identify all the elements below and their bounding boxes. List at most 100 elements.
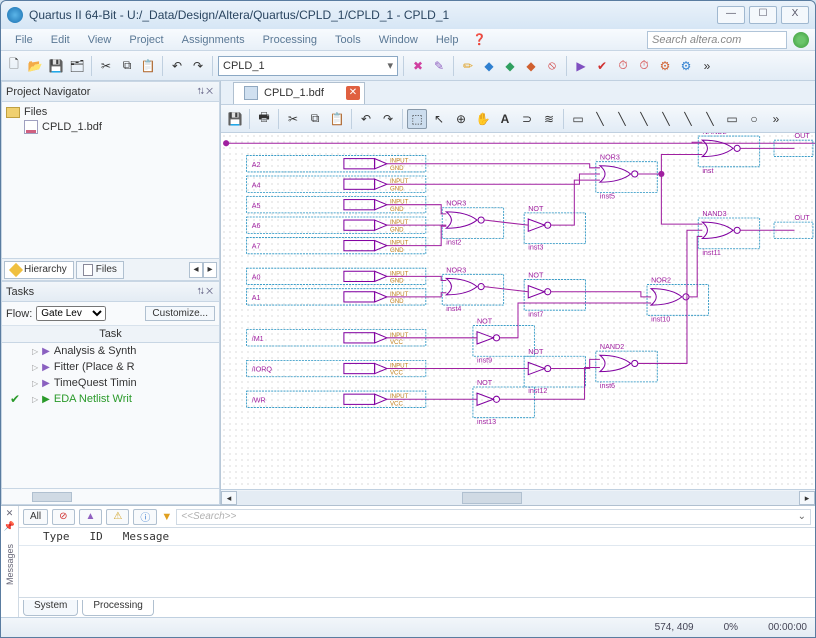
filter-info-icon[interactable]: ⓘ — [133, 509, 157, 525]
pencil-icon[interactable]: ✏ — [459, 57, 477, 75]
undo-icon[interactable]: ↶ — [168, 57, 186, 75]
cut-icon[interactable]: ✂ — [97, 57, 115, 75]
filter-warning-icon[interactable]: ⚠ — [106, 509, 129, 525]
redo-icon[interactable]: ↷ — [189, 57, 207, 75]
line5-icon[interactable]: ╲ — [678, 109, 698, 129]
ed-undo-icon[interactable]: ↶ — [356, 109, 376, 129]
menu-tools[interactable]: Tools — [327, 32, 369, 48]
ed-cut-icon[interactable]: ✂ — [283, 109, 303, 129]
menu-view[interactable]: View — [80, 32, 120, 48]
project-combo[interactable]: CPLD_1 — [218, 56, 398, 76]
ed-redo-icon[interactable]: ↷ — [378, 109, 398, 129]
task-item[interactable]: ▷▶Analysis & Synth — [2, 343, 219, 359]
scroll-left-button[interactable]: ◂ — [221, 491, 237, 505]
tab-next-button[interactable]: ▸ — [203, 262, 217, 278]
ed-more-icon[interactable]: » — [766, 109, 786, 129]
task-item[interactable]: ✔▷▶EDA Netlist Writ — [2, 391, 219, 407]
maximize-button[interactable]: ☐ — [749, 6, 777, 24]
schematic-canvas[interactable]: A2INPUTGNDA4INPUTGNDA5INPUTGNDA6INPUTGND… — [221, 133, 815, 489]
line1-icon[interactable]: ╲ — [590, 109, 610, 129]
app-icon — [7, 7, 23, 23]
pin-icon[interactable]: ⮁ ✕ — [194, 86, 215, 97]
globe-icon[interactable] — [793, 32, 809, 48]
svg-text:/WR: /WR — [252, 396, 266, 404]
task-item[interactable]: ▷▶Fitter (Place & R — [2, 359, 219, 375]
tool-b-icon[interactable]: ✎ — [430, 57, 448, 75]
line4-icon[interactable]: ╲ — [656, 109, 676, 129]
paste-icon[interactable]: 📋 — [139, 57, 157, 75]
circle-icon[interactable]: ○ — [744, 109, 764, 129]
menu-project[interactable]: Project — [121, 32, 171, 48]
pin-tool-icon[interactable]: ⊃ — [517, 109, 537, 129]
task-column-header: Task — [2, 326, 219, 343]
rect2-icon[interactable]: ▭ — [722, 109, 742, 129]
line6-icon[interactable]: ╲ — [700, 109, 720, 129]
menu-edit[interactable]: Edit — [43, 32, 78, 48]
bus-tool-icon[interactable]: ≋ — [539, 109, 559, 129]
system-tab[interactable]: System — [23, 600, 78, 616]
customize-button[interactable]: Customize... — [145, 306, 215, 321]
link1-icon[interactable]: ⚙ — [656, 57, 674, 75]
filter-critical-icon[interactable]: ▲ — [79, 509, 103, 525]
more-toolbar-icon[interactable]: » — [698, 57, 716, 75]
close-window-button[interactable]: X — [781, 6, 809, 24]
menu-file[interactable]: File — [7, 32, 41, 48]
ed-print-icon[interactable]: 🖶 — [254, 109, 274, 129]
new-file-icon[interactable]: 🗋 — [5, 57, 23, 75]
processing-tab[interactable]: Processing — [82, 600, 153, 616]
stop-icon[interactable]: ⦸ — [543, 57, 561, 75]
tab-prev-button[interactable]: ◂ — [189, 262, 203, 278]
text-tool-icon[interactable]: A — [495, 109, 515, 129]
files-tab[interactable]: Files — [76, 261, 124, 279]
tool-a-icon[interactable]: ✖ — [409, 57, 427, 75]
doc-tab-label: CPLD_1.bdf — [264, 87, 324, 99]
save-icon[interactable]: 💾 — [47, 57, 65, 75]
hand-icon[interactable]: ✋ — [473, 109, 493, 129]
select-tool-icon[interactable]: ⬚ — [407, 109, 427, 129]
help-icon[interactable]: ❓ — [472, 33, 486, 46]
ed-paste-icon[interactable]: 📋 — [327, 109, 347, 129]
play-icon[interactable]: ▶ — [572, 57, 590, 75]
copy-icon[interactable]: ⧉ — [118, 57, 136, 75]
collapse-icon[interactable]: ✕ — [6, 508, 14, 519]
save-all-icon[interactable]: 🗂 — [68, 57, 86, 75]
hierarchy-tab[interactable]: Hierarchy — [4, 261, 74, 279]
document-tab[interactable]: CPLD_1.bdf ✕ — [233, 82, 365, 104]
flow-select[interactable]: Gate Lev — [36, 306, 106, 321]
comp4-icon[interactable]: ✔ — [593, 57, 611, 75]
messages-search[interactable]: <<Search>>⌄ — [176, 509, 811, 525]
minimize-button[interactable]: — — [717, 6, 745, 24]
file-item[interactable]: CPLD_1.bdf — [24, 120, 215, 134]
funnel-icon[interactable]: ▼ — [161, 511, 172, 523]
link2-icon[interactable]: ⚙ — [677, 57, 695, 75]
comp3-icon[interactable]: ◆ — [522, 57, 540, 75]
menu-assignments[interactable]: Assignments — [174, 32, 253, 48]
tasks-hscroll[interactable] — [2, 488, 219, 504]
col-id: ID — [90, 530, 103, 543]
comp1-icon[interactable]: ◆ — [480, 57, 498, 75]
filter-all[interactable]: All — [23, 509, 48, 525]
scroll-right-button[interactable]: ▸ — [799, 491, 815, 505]
clock1-icon[interactable]: ⏱ — [614, 57, 632, 75]
line2-icon[interactable]: ╲ — [612, 109, 632, 129]
filter-error-icon[interactable]: ⊘ — [52, 509, 74, 525]
close-tab-button[interactable]: ✕ — [346, 86, 360, 100]
pin2-icon[interactable]: 📌 — [4, 521, 15, 532]
line3-icon[interactable]: ╲ — [634, 109, 654, 129]
menu-processing[interactable]: Processing — [255, 32, 325, 48]
open-file-icon[interactable]: 📂 — [26, 57, 44, 75]
rect-tool-icon[interactable]: ▭ — [568, 109, 588, 129]
clock2-icon[interactable]: ⏱ — [635, 57, 653, 75]
task-item[interactable]: ▷▶TimeQuest Timin — [2, 375, 219, 391]
canvas-hscroll[interactable]: ◂ ▸ — [221, 489, 815, 505]
ed-save-icon[interactable]: 💾 — [225, 109, 245, 129]
zoom-icon[interactable]: ⊕ — [451, 109, 471, 129]
files-root[interactable]: Files — [6, 106, 215, 118]
pointer-icon[interactable]: ↖ — [429, 109, 449, 129]
search-input[interactable]: Search altera.com — [647, 31, 787, 49]
ed-copy-icon[interactable]: ⧉ — [305, 109, 325, 129]
comp2-icon[interactable]: ◆ — [501, 57, 519, 75]
tasks-pin-icon[interactable]: ⮁ ✕ — [194, 286, 215, 297]
menu-window[interactable]: Window — [371, 32, 426, 48]
menu-help[interactable]: Help — [428, 32, 467, 48]
